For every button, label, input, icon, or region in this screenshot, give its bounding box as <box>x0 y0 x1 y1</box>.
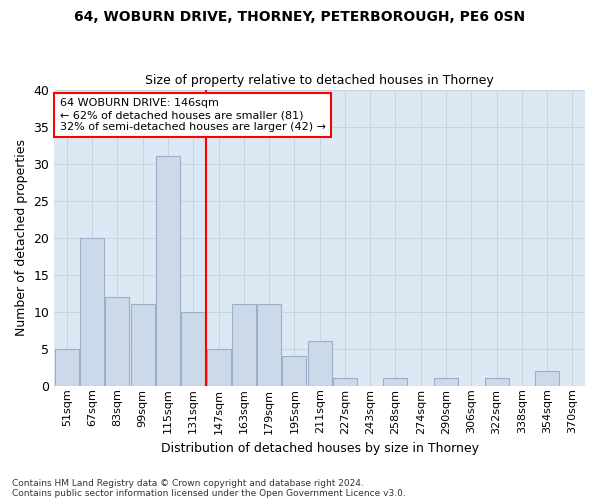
Bar <box>232 304 256 386</box>
X-axis label: Distribution of detached houses by size in Thorney: Distribution of detached houses by size … <box>161 442 479 455</box>
Bar <box>106 297 130 386</box>
Bar <box>535 371 559 386</box>
Bar <box>308 342 332 386</box>
Bar <box>181 312 205 386</box>
Bar <box>434 378 458 386</box>
Bar <box>206 348 230 386</box>
Bar <box>55 348 79 386</box>
Y-axis label: Number of detached properties: Number of detached properties <box>15 139 28 336</box>
Text: Contains HM Land Registry data © Crown copyright and database right 2024.: Contains HM Land Registry data © Crown c… <box>12 478 364 488</box>
Title: Size of property relative to detached houses in Thorney: Size of property relative to detached ho… <box>145 74 494 87</box>
Text: Contains public sector information licensed under the Open Government Licence v3: Contains public sector information licen… <box>12 488 406 498</box>
Bar <box>333 378 357 386</box>
Bar <box>383 378 407 386</box>
Bar <box>485 378 509 386</box>
Bar <box>283 356 307 386</box>
Text: 64 WOBURN DRIVE: 146sqm
← 62% of detached houses are smaller (81)
32% of semi-de: 64 WOBURN DRIVE: 146sqm ← 62% of detache… <box>59 98 326 132</box>
Bar <box>80 238 104 386</box>
Bar <box>257 304 281 386</box>
Text: 64, WOBURN DRIVE, THORNEY, PETERBOROUGH, PE6 0SN: 64, WOBURN DRIVE, THORNEY, PETERBOROUGH,… <box>74 10 526 24</box>
Bar <box>131 304 155 386</box>
Bar <box>156 156 180 386</box>
